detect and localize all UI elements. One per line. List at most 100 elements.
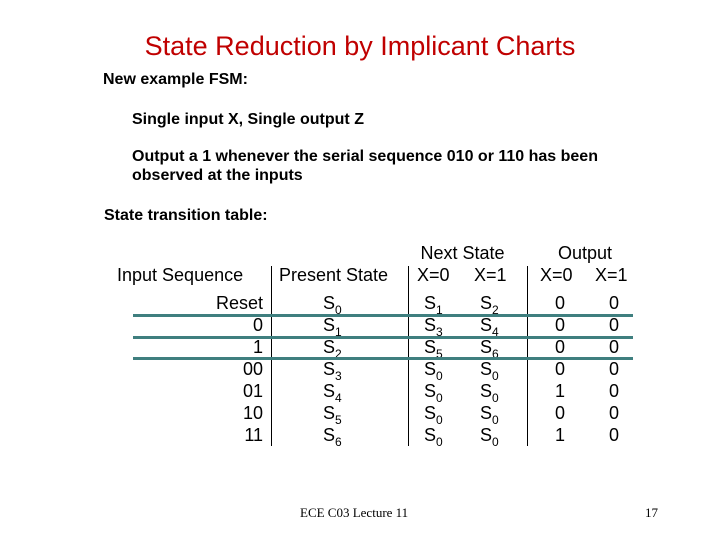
row-next-state-x1-letter: S	[480, 425, 493, 445]
row-next-state-x0-subscript: 1	[436, 303, 443, 317]
row-output-x1: 0	[608, 337, 619, 357]
row-next-state-x0-letter: S	[424, 381, 437, 401]
column-divider-1	[271, 266, 272, 446]
row-next-state-x0-subscript: 3	[436, 325, 443, 339]
row-next-state-x0: S0	[424, 380, 443, 405]
row-next-state-x0-letter: S	[424, 293, 437, 313]
row-next-state-x1: S0	[480, 358, 499, 383]
row-next-state-x1-subscript: 0	[492, 413, 499, 427]
header-present-state: Present State	[279, 265, 389, 285]
header-out-x1: X=1	[595, 265, 628, 285]
header-ns-x0: X=0	[417, 265, 450, 285]
row-input-sequence: 10	[242, 403, 263, 423]
row-present-state: S6	[323, 424, 342, 449]
row-output-x0: 0	[554, 403, 565, 423]
row-present-state-subscript: 3	[335, 369, 342, 383]
row-input-sequence: 01	[242, 381, 263, 401]
row-present-state-subscript: 5	[335, 413, 342, 427]
row-next-state-x0-letter: S	[424, 359, 437, 379]
row-next-state-x1-subscript: 0	[492, 435, 499, 449]
row-present-state-letter: S	[323, 359, 336, 379]
row-output-x0: 0	[554, 359, 565, 379]
row-next-state-x1: S4	[480, 314, 499, 339]
row-present-state-letter: S	[323, 381, 336, 401]
row-next-state-x0-letter: S	[424, 337, 437, 357]
row-input-sequence: 11	[244, 425, 263, 445]
row-input-sequence: 1	[252, 337, 263, 357]
row-next-state-x1-letter: S	[480, 337, 493, 357]
row-output-x0: 0	[554, 315, 565, 335]
row-input-sequence: Reset	[215, 293, 263, 313]
row-next-state-x0-letter: S	[424, 425, 437, 445]
row-present-state-subscript: 6	[335, 435, 342, 449]
row-present-state-letter: S	[323, 337, 336, 357]
row-output-x1: 0	[608, 315, 619, 335]
row-present-state-subscript: 1	[335, 325, 342, 339]
row-next-state-x1: S6	[480, 336, 499, 360]
row-next-state-x0-subscript: 0	[436, 391, 443, 405]
row-next-state-x1: S2	[480, 292, 499, 317]
row-next-state-x1: S0	[480, 402, 499, 427]
row-present-state: S1	[323, 314, 342, 339]
row-next-state-x1-letter: S	[480, 381, 493, 401]
row-present-state-letter: S	[323, 293, 336, 313]
row-present-state-subscript: 0	[335, 303, 342, 317]
row-output-x0: 0	[554, 293, 565, 313]
bullet-output-line2: observed at the inputs	[132, 167, 303, 184]
row-next-state-x0-subscript: 5	[436, 347, 443, 361]
header-out-x0: X=0	[540, 265, 573, 285]
row-input-sequence: 00	[242, 359, 263, 379]
row-present-state: S3	[323, 358, 342, 383]
row-output-x0: 1	[554, 381, 565, 401]
row-present-state-letter: S	[323, 403, 336, 423]
row-next-state-x0-subscript: 0	[436, 435, 443, 449]
row-present-state: S0	[323, 292, 342, 317]
row-present-state: S4	[323, 380, 342, 405]
row-next-state-x0: S0	[424, 358, 443, 383]
column-divider-2	[408, 266, 409, 446]
row-next-state-x0: S3	[424, 314, 443, 339]
row-present-state-subscript: 4	[335, 391, 342, 405]
row-output-x1: 0	[608, 425, 619, 445]
row-output-x1: 0	[608, 403, 619, 423]
row-next-state-x0-letter: S	[424, 315, 437, 335]
row-next-state-x1: S0	[480, 424, 499, 449]
row-next-state-x1-subscript: 2	[492, 303, 499, 317]
highlight-line-1	[133, 314, 633, 317]
row-next-state-x0: S0	[424, 402, 443, 427]
highlight-line-3	[133, 357, 633, 360]
row-next-state-x1-letter: S	[480, 403, 493, 423]
page-number: 17	[645, 505, 658, 520]
row-present-state: S5	[323, 402, 342, 427]
row-next-state-x1-letter: S	[480, 315, 493, 335]
table-heading: State transition table:	[104, 207, 268, 224]
row-next-state-x0: S5	[424, 336, 443, 361]
header-input-sequence: Input Sequence	[117, 265, 244, 285]
header-ns-x1: X=1	[474, 265, 507, 285]
row-next-state-x1-letter: S	[480, 359, 493, 379]
row-output-x1: 0	[608, 381, 619, 401]
row-next-state-x0-letter: S	[424, 403, 437, 423]
header-output: Output	[557, 243, 613, 263]
row-next-state-x1: S0	[480, 380, 499, 404]
row-next-state-x1-subscript: 4	[492, 325, 499, 339]
row-next-state-x0: S1	[424, 292, 443, 317]
row-output-x0: 0	[554, 337, 565, 357]
header-next-state: Next State	[420, 243, 505, 263]
row-next-state-x0-subscript: 0	[436, 369, 443, 383]
bullet-input-output: Single input X, Single output Z	[132, 111, 364, 128]
highlight-line-2	[133, 336, 633, 339]
row-next-state-x0-subscript: 0	[436, 413, 443, 427]
row-next-state-x1-letter: S	[480, 293, 493, 313]
slide-title: State Reduction by Implicant Charts	[144, 31, 576, 61]
intro-text: New example FSM:	[103, 71, 248, 88]
bullet-output-line1: Output a 1 whenever the serial sequence …	[132, 148, 598, 165]
row-present-state-subscript: 2	[335, 347, 342, 361]
row-present-state-letter: S	[323, 315, 336, 335]
row-output-x0: 1	[554, 425, 565, 445]
row-next-state-x1-subscript: 0	[492, 369, 499, 383]
row-output-x1: 0	[608, 293, 619, 313]
footer-course: ECE C03 Lecture 11	[300, 505, 409, 520]
row-present-state-letter: S	[323, 425, 336, 445]
row-output-x1: 0	[608, 359, 619, 379]
